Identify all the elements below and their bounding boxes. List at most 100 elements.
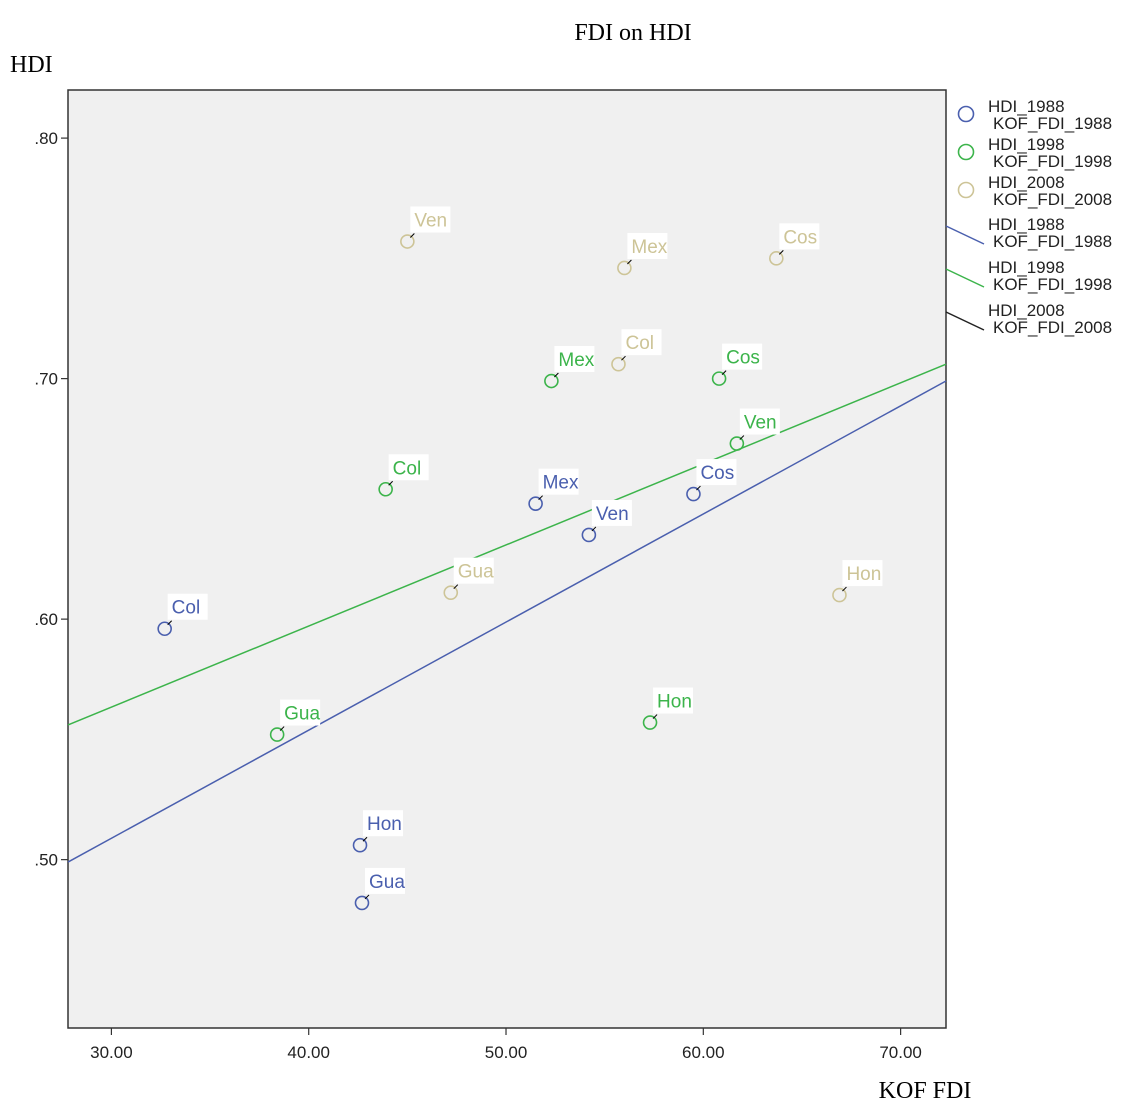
data-point — [711, 371, 727, 386]
label-leader — [652, 714, 658, 719]
point-label: Hon — [367, 814, 402, 835]
label-background — [696, 459, 737, 486]
label-leader — [453, 584, 459, 590]
point-label: Mex — [558, 350, 594, 371]
label-leader — [362, 836, 368, 842]
label-background — [591, 499, 632, 526]
label-leader — [410, 233, 415, 238]
label-background — [167, 593, 208, 620]
legend-label: HDI_2008 — [988, 173, 1065, 192]
label-leader — [842, 586, 847, 592]
label-leader — [554, 372, 559, 378]
x-tick-label: 70.00 — [879, 1043, 922, 1062]
point-label: Ven — [744, 413, 777, 434]
legend-label: HDI_1988 — [988, 97, 1065, 116]
label-leader — [621, 355, 626, 361]
legend-line — [945, 311, 985, 331]
label-leader — [696, 485, 701, 491]
label-leader — [591, 526, 597, 532]
legend-label: KOF_FDI_1988 — [993, 232, 1112, 251]
point-label: Ven — [414, 211, 447, 232]
label-background — [554, 346, 595, 373]
y-tick-label: .50 — [34, 851, 58, 870]
data-point — [729, 436, 745, 451]
legend-label: HDI_1998 — [988, 135, 1065, 154]
label-background — [627, 232, 668, 259]
data-point — [528, 496, 543, 511]
point-label: Cos — [726, 348, 760, 369]
data-point — [400, 234, 415, 249]
label-leader — [167, 620, 173, 626]
x-axis-label: KOF FDI — [879, 1078, 972, 1104]
point-label: Gua — [458, 562, 494, 583]
label-leader — [364, 894, 370, 900]
legend-marker — [957, 105, 975, 123]
point-label: Cos — [783, 227, 817, 248]
y-tick-label: .80 — [34, 129, 58, 148]
x-tick-label: 50.00 — [485, 1043, 528, 1062]
label-leader — [778, 250, 784, 255]
legend-label: KOF_FDI_1988 — [993, 114, 1112, 133]
x-tick-label: 60.00 — [682, 1043, 725, 1062]
legend-marker — [957, 181, 975, 199]
fit-line-0 — [67, 380, 947, 863]
label-leader — [279, 726, 285, 731]
point-label: Cos — [700, 463, 734, 484]
point-label: Hon — [657, 692, 692, 713]
legend-marker — [957, 143, 975, 161]
label-background — [722, 343, 763, 370]
point-label: Col — [172, 598, 201, 619]
data-point — [269, 727, 285, 742]
data-point — [686, 486, 701, 502]
point-label: Gua — [369, 872, 405, 893]
data-point — [611, 356, 626, 372]
legend-label: KOF_FDI_2008 — [993, 190, 1112, 209]
legend-label: KOF_FDI_2008 — [993, 318, 1112, 337]
data-point — [642, 715, 658, 730]
legend-label: HDI_1998 — [988, 258, 1065, 277]
chart-title: FDI on HDI — [574, 20, 691, 46]
label-background — [653, 687, 694, 714]
label-background — [538, 468, 579, 495]
data-point — [157, 621, 172, 637]
label-background — [280, 699, 321, 726]
label-leader — [627, 259, 632, 265]
legend: HDI_1988KOF_FDI_1988HDI_1998KOF_FDI_1998… — [945, 97, 1112, 337]
point-label: Mex — [543, 473, 579, 494]
data-point — [581, 527, 597, 543]
label-background — [363, 810, 404, 837]
point-label: Col — [393, 458, 422, 479]
point-label: Ven — [596, 504, 629, 525]
point-label: Gua — [284, 704, 320, 725]
data-point — [354, 895, 370, 911]
label-leader — [739, 435, 745, 440]
legend-label: HDI_1988 — [988, 215, 1065, 234]
legend-line — [945, 268, 985, 288]
data-point — [769, 251, 784, 266]
label-background — [364, 867, 405, 894]
data-point — [832, 587, 847, 603]
label-leader — [388, 480, 394, 486]
fit-line-1 — [67, 363, 947, 726]
label-background — [739, 408, 780, 435]
data-point — [544, 373, 559, 389]
y-tick-label: .70 — [34, 370, 58, 389]
y-tick-label: .60 — [34, 610, 58, 629]
label-background — [842, 560, 883, 587]
label-background — [621, 329, 662, 356]
legend-label: KOF_FDI_1998 — [993, 152, 1112, 171]
point-label: Hon — [846, 564, 881, 585]
legend-line — [945, 225, 985, 245]
fit-lines — [67, 363, 947, 863]
legend-label: HDI_2008 — [988, 301, 1065, 320]
label-background — [779, 223, 820, 250]
data-point — [617, 260, 632, 276]
label-background — [410, 206, 451, 233]
axes: 30.00 40.00 50.00 60.00 70.00 .50 .60 .70 .80 — [34, 129, 922, 1062]
x-tick-label: 30.00 — [90, 1043, 133, 1062]
x-tick-label: 40.00 — [287, 1043, 330, 1062]
label-background — [388, 454, 429, 481]
data-points: Col Mex Ven Cos Hon Gua Col Mex Cos Ven Gua Hon Ven M… — [157, 206, 883, 911]
data-point — [352, 837, 368, 853]
